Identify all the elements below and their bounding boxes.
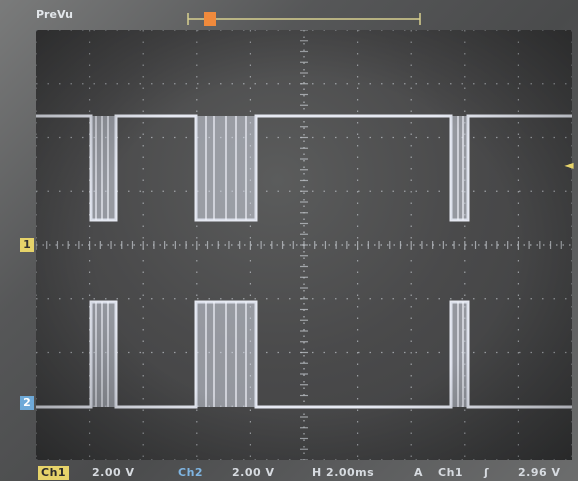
ch2-burst-3 [451,302,468,407]
horizontal-scale: H 2.00ms [312,466,375,479]
ch1-burst-1 [91,116,116,220]
ch2-ground-marker: 2 [20,396,34,410]
ch2-label: Ch2 [178,466,204,479]
ch1-scale: 2.00 V [92,466,135,479]
ch1-ground-marker: 1 [20,238,34,252]
trigger-source: Ch1 [438,466,464,479]
acquisition-indicator: A [414,466,424,479]
record-position-bar [187,12,421,26]
ch2-trace [36,300,572,409]
ch2-scale: 2.00 V [232,466,275,479]
trigger-level-marker: ◄ [564,158,574,172]
mode-label: PreVu [36,8,73,21]
trigger-level: 2.96 V [518,466,561,479]
ch1-label: Ch1 [38,466,70,480]
ch2-burst-1 [91,302,116,407]
ch1-burst-3 [451,116,468,220]
waveform-area [35,29,573,461]
trigger-slope: ʃ [484,466,490,479]
graticule [35,29,573,461]
